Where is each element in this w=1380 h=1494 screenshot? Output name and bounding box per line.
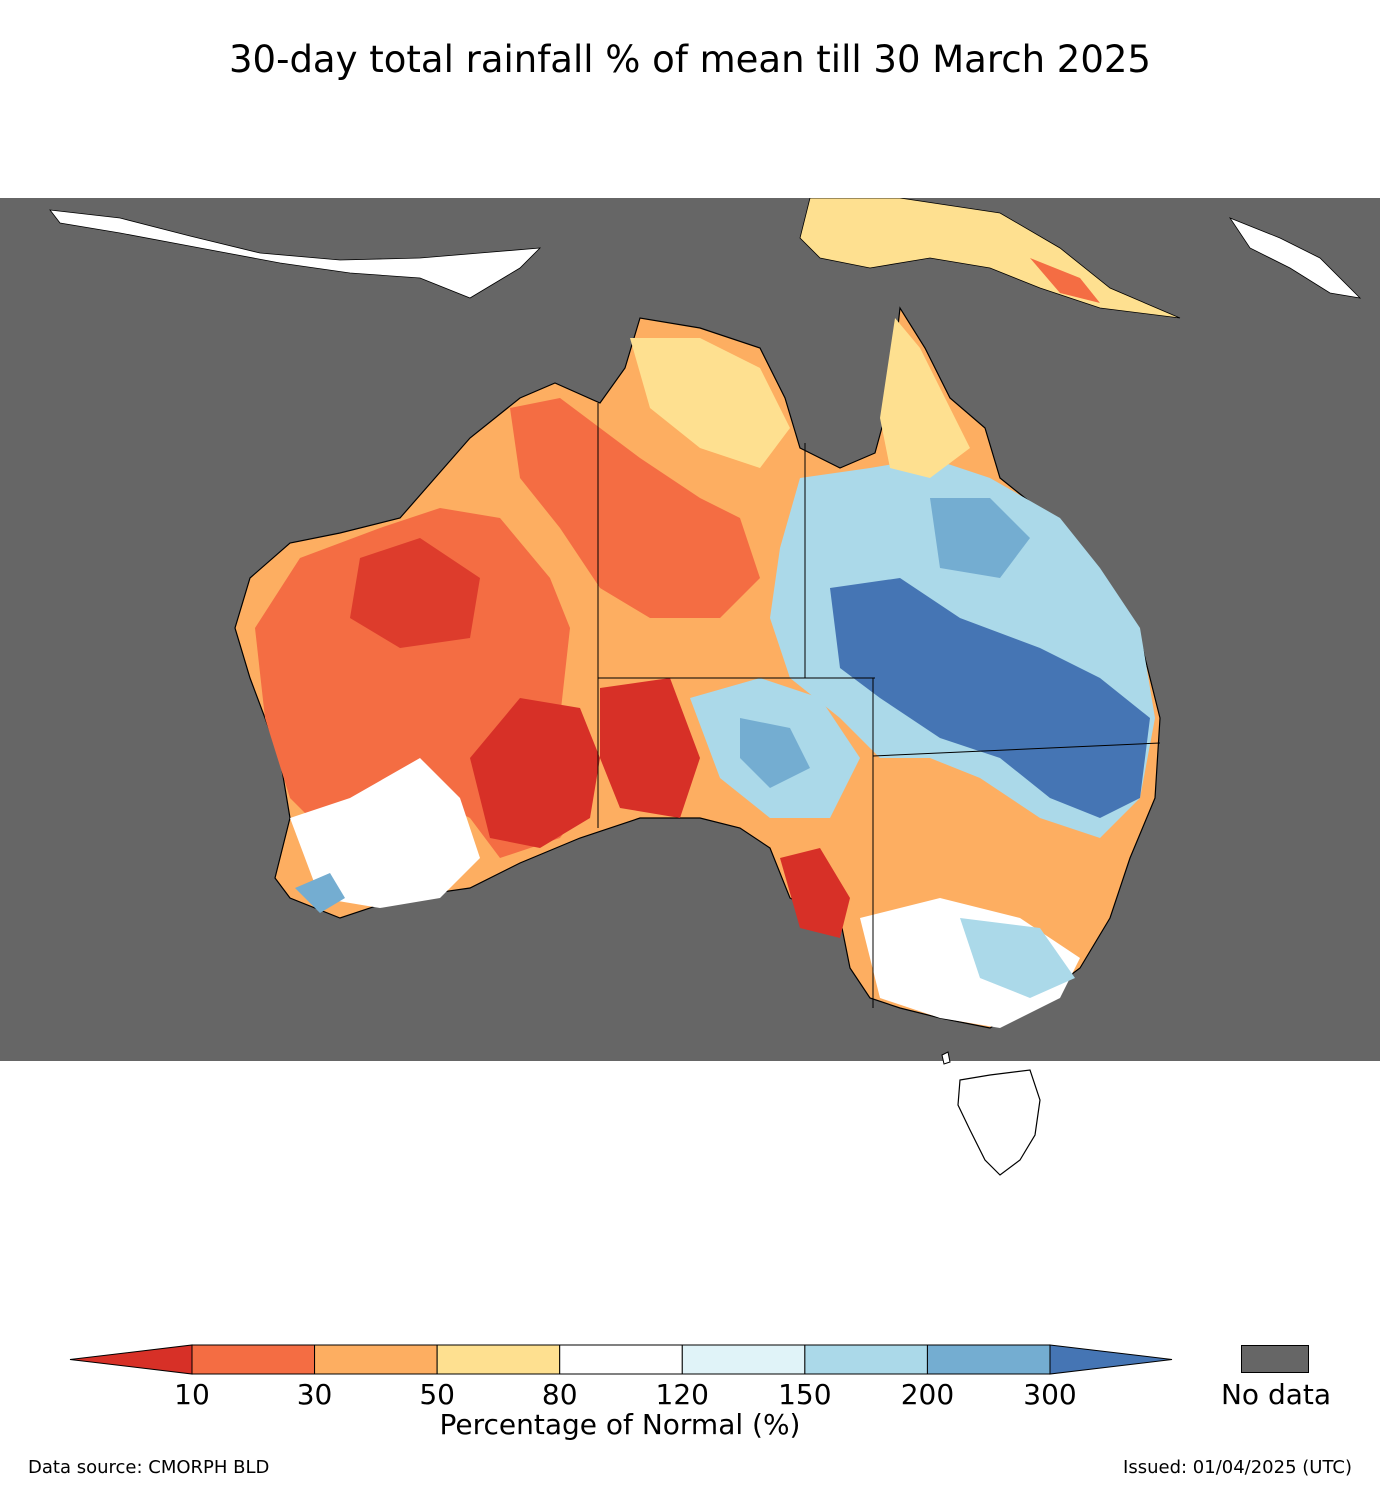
new-guinea xyxy=(799,198,1181,319)
colorbar-tick-label: 80 xyxy=(541,1378,578,1411)
colorbar-extend-high xyxy=(1049,1344,1173,1375)
colorbar-label: Percentage of Normal (%) xyxy=(439,1408,801,1441)
central-wet-spot xyxy=(740,718,810,788)
colorbar-segment xyxy=(926,1344,1051,1375)
southeast-wet-zone xyxy=(960,918,1075,998)
border-qld-nsw xyxy=(872,742,1161,757)
cape-york-zone xyxy=(880,318,970,478)
pilbara-dry-zone xyxy=(350,538,480,648)
tasmania-outline xyxy=(941,1051,1041,1176)
new-guinea-dry-spot xyxy=(1030,258,1100,303)
issued-date: Issued: 01/04/2025 (UTC) xyxy=(1123,1457,1352,1478)
colorbar-tick-label: 50 xyxy=(419,1378,455,1411)
colorbar xyxy=(69,1344,1173,1375)
data-source: Data source: CMORPH BLD xyxy=(28,1457,270,1478)
colorbar-tick-label: 120 xyxy=(655,1378,710,1411)
colorbar-tick-label: 200 xyxy=(900,1378,955,1411)
map-title: 30-day total rainfall % of mean till 30 … xyxy=(229,38,1151,81)
south-australia-dry-zone xyxy=(600,678,700,818)
colorbar-tick-label: 30 xyxy=(296,1378,333,1411)
east-wet-zone-2 xyxy=(930,498,1030,578)
southwest-wet-spot xyxy=(295,873,345,913)
north-dry-zone xyxy=(510,398,760,618)
rainfall-map xyxy=(0,198,1380,1061)
nodata-swatch xyxy=(1241,1345,1309,1373)
spencer-gulf-dry-zone xyxy=(780,848,850,938)
colorbar-segment xyxy=(804,1344,928,1375)
pacific-islands xyxy=(1228,217,1362,299)
southwest-normal-zone xyxy=(290,758,480,908)
colorbar-segment xyxy=(436,1344,561,1375)
colorbar-segment xyxy=(681,1344,806,1375)
top-end-moist-zone xyxy=(630,338,790,468)
nodata-label: No data xyxy=(1220,1378,1332,1411)
colorbar-segment xyxy=(314,1344,438,1375)
colorbar-tick-label: 10 xyxy=(174,1378,210,1411)
west-very-dry-zone xyxy=(470,698,600,848)
indonesia-islands xyxy=(49,209,542,299)
map-canvas xyxy=(49,198,1362,1029)
colorbar-segment xyxy=(559,1344,683,1375)
colorbar-tick-label: 300 xyxy=(1023,1378,1077,1411)
colorbar-segment xyxy=(191,1344,316,1375)
colorbar-tick-label: 150 xyxy=(778,1378,832,1411)
east-very-wet-zone xyxy=(830,578,1150,818)
colorbar-extend-low xyxy=(69,1344,193,1375)
